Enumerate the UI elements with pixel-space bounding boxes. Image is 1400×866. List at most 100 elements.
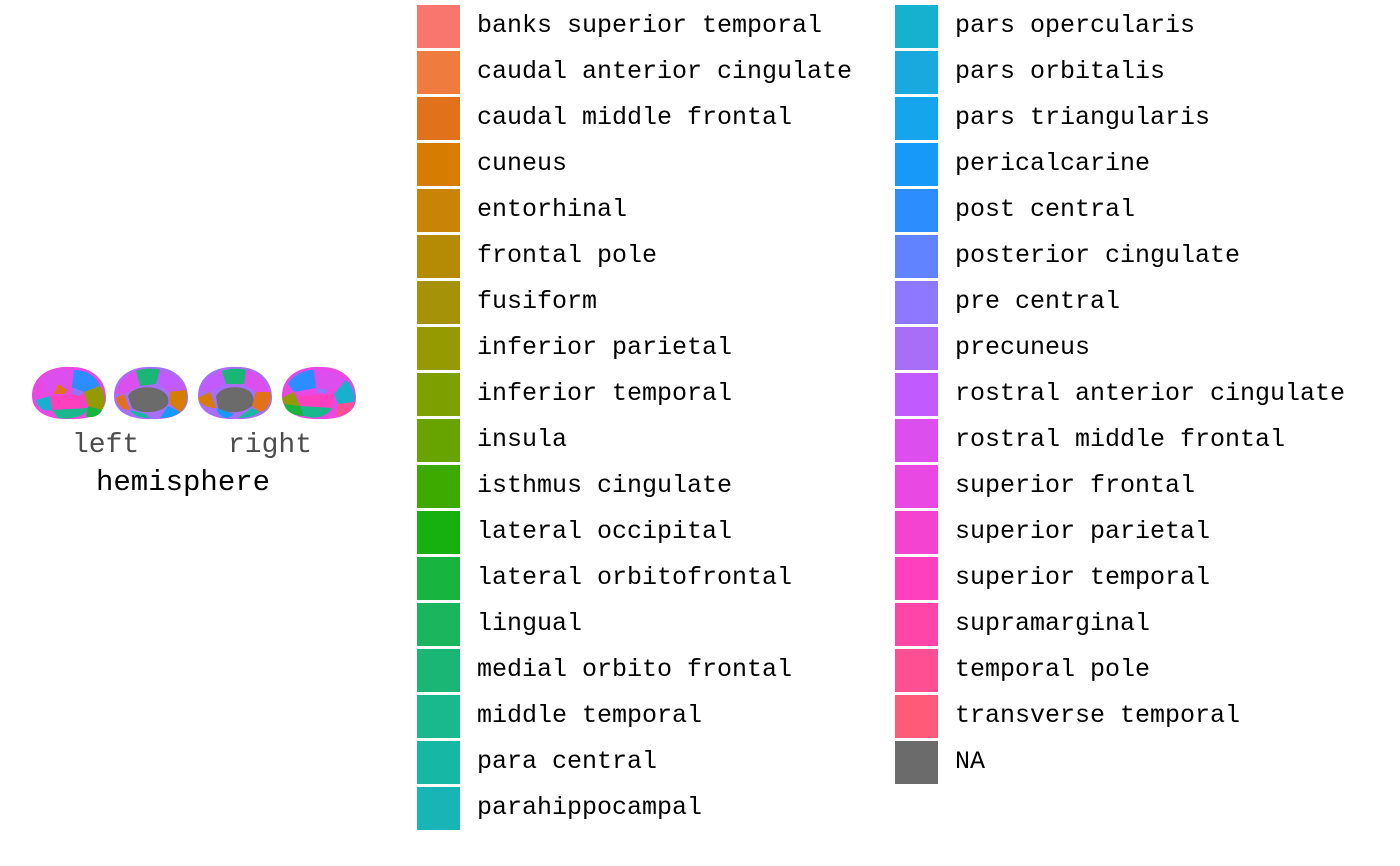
legend-label: caudal anterior cingulate [477,57,853,86]
legend-swatch [895,695,938,738]
legend-label: pars triangularis [955,103,1211,132]
legend-label: pars orbitalis [955,57,1166,86]
legend-label: transverse temporal [955,701,1241,730]
legend-item: pars orbitalis [895,50,1365,96]
legend-swatch [417,97,460,140]
legend-item: posterior cingulate [895,234,1365,280]
right-medial-view [198,366,272,420]
legend-item: pericalcarine [895,142,1365,188]
legend-swatch [417,189,460,232]
legend-swatch [895,511,938,554]
legend-swatch [417,327,460,370]
legend-item: supramarginal [895,602,1365,648]
brain-hemispheres-figure [32,366,356,420]
legend-label: caudal middle frontal [477,103,793,132]
legend-item: cuneus [417,142,887,188]
legend-swatch [895,5,938,48]
legend-swatch [417,787,460,830]
legend-label: rostral anterior cingulate [955,379,1346,408]
legend-swatch [417,5,460,48]
legend-swatch [895,281,938,324]
legend-item: caudal middle frontal [417,96,887,142]
legend-label: precuneus [955,333,1091,362]
legend-item: banks superior temporal [417,4,887,50]
legend-label: frontal pole [477,241,658,270]
legend-label: middle temporal [477,701,703,730]
legend-swatch [417,465,460,508]
legend-item: pars triangularis [895,96,1365,142]
legend-item: rostral middle frontal [895,418,1365,464]
legend-label: posterior cingulate [955,241,1241,270]
legend-swatch [417,143,460,186]
legend-label: lateral occipital [477,517,733,546]
legend-label: temporal pole [955,655,1151,684]
legend-label: inferior parietal [477,333,733,362]
legend-label: inferior temporal [477,379,733,408]
legend-swatch [895,327,938,370]
legend-label: supramarginal [955,609,1151,638]
legend-item: caudal anterior cingulate [417,50,887,96]
right-lateral-view [282,366,356,420]
right-hemisphere-label: right [228,430,313,461]
legend-item: isthmus cingulate [417,464,887,510]
legend-swatch [417,419,460,462]
legend-label: pars opercularis [955,11,1196,40]
legend-item: lingual [417,602,887,648]
legend-item: temporal pole [895,648,1365,694]
legend-swatch [417,741,460,784]
legend-swatch [895,557,938,600]
legend-swatch [895,741,938,784]
legend-item: entorhinal [417,188,887,234]
legend-label: entorhinal [477,195,628,224]
legend-label: insula [477,425,568,454]
legend-swatch [895,649,938,692]
legend-item: insula [417,418,887,464]
legend-item: medial orbito frontal [417,648,887,694]
legend-label: superior temporal [955,563,1211,592]
legend-item: inferior temporal [417,372,887,418]
legend-swatch [895,465,938,508]
legend-swatch [417,511,460,554]
legend-swatch [895,603,938,646]
legend-label: pre central [955,287,1121,316]
legend-label: lingual [477,609,583,638]
legend-item: NA [895,740,1365,786]
legend-column-2: pars opercularis pars orbitalis pars trian… [895,4,1365,786]
left-medial-view [114,366,188,420]
legend-swatch [895,189,938,232]
legend-item: middle temporal [417,694,887,740]
legend-item: inferior parietal [417,326,887,372]
legend-label: cuneus [477,149,568,178]
legend-column-1: banks superior temporal caudal anterior c… [417,4,887,832]
legend-swatch [895,97,938,140]
legend-label: isthmus cingulate [477,471,733,500]
legend-item: lateral occipital [417,510,887,556]
legend-label: rostral middle frontal [955,425,1286,454]
legend-swatch [895,373,938,416]
legend-label: superior frontal [955,471,1196,500]
left-lateral-view [32,366,106,420]
legend-swatch [895,143,938,186]
legend-label: post central [955,195,1136,224]
legend-item: precuneus [895,326,1365,372]
legend-swatch [417,373,460,416]
axis-title: hemisphere [96,466,271,499]
legend-item: rostral anterior cingulate [895,372,1365,418]
legend-item: pars opercularis [895,4,1365,50]
legend-label: para central [477,747,658,776]
legend-item: para central [417,740,887,786]
legend-item: parahippocampal [417,786,887,832]
legend-label: lateral orbitofrontal [477,563,793,592]
legend-label: parahippocampal [477,793,703,822]
legend-label: NA [955,747,986,776]
legend-item: fusiform [417,280,887,326]
legend-item: transverse temporal [895,694,1365,740]
legend-swatch [417,281,460,324]
legend-label: superior parietal [955,517,1211,546]
legend-swatch [895,51,938,94]
brain-atlas-panel: left right hemisphere [28,360,368,510]
legend-item: superior parietal [895,510,1365,556]
legend-item: superior temporal [895,556,1365,602]
legend-swatch [895,235,938,278]
legend-swatch [417,603,460,646]
